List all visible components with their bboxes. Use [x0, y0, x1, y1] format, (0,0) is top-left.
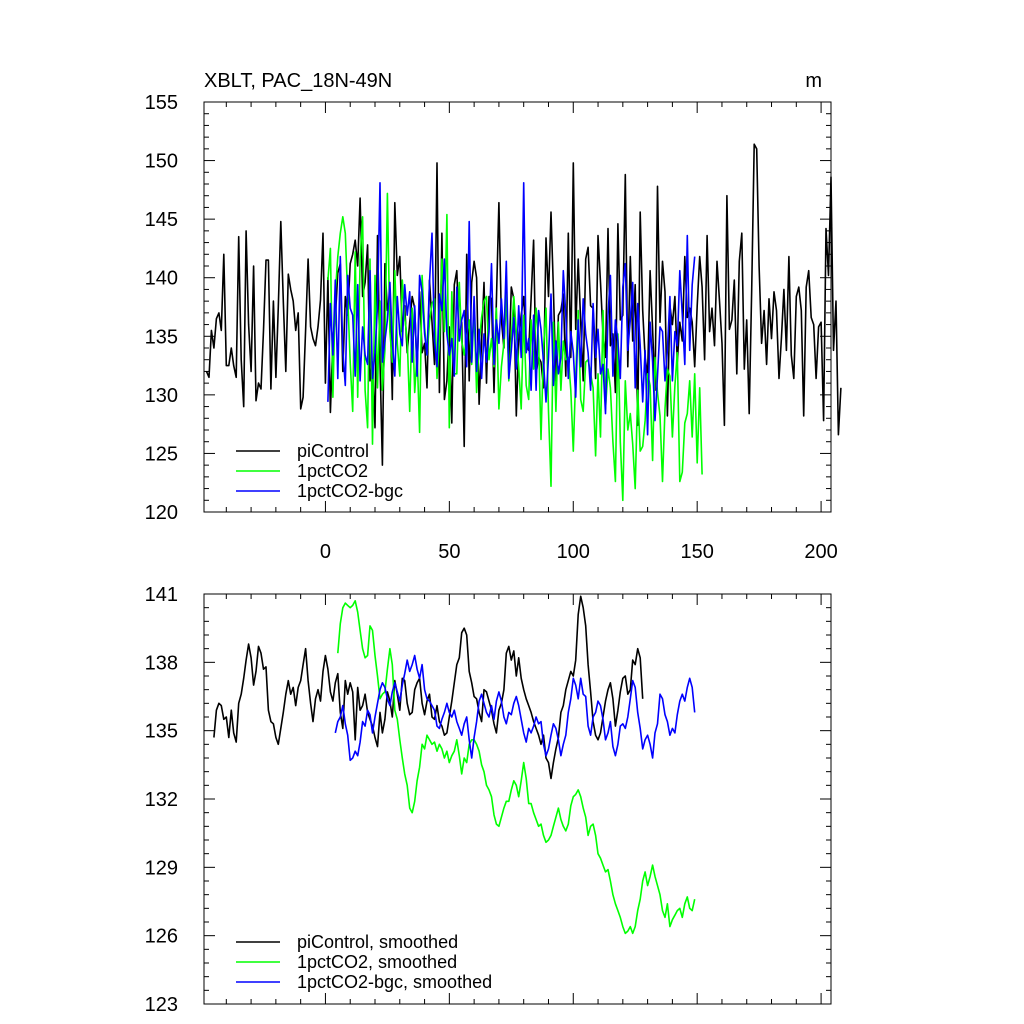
y-tick-label: 129: [145, 857, 178, 879]
series-line-1pctco2-bgc-smoothed: [334, 654, 696, 762]
bottom-panel-ticks: [204, 593, 831, 1005]
y-tick-label: 155: [145, 92, 178, 114]
y-tick-label: 140: [145, 268, 178, 290]
legend-label: piControl: [297, 441, 369, 461]
top-panel-title-left: XBLT, PAC_18N-49N: [204, 70, 392, 92]
series-line-1pctco2-smoothed: [337, 599, 696, 935]
y-tick-label: 132: [145, 789, 178, 811]
bottom-panel-frame: [203, 593, 832, 1005]
y-tick-label: 150: [145, 151, 178, 173]
legend-label: 1pctCO2, smoothed: [297, 952, 457, 972]
y-tick-label: 130: [145, 385, 178, 407]
top-panel-tick-labels: 120 125 130 135 140 145 150 155 0 50 100 150 200: [145, 92, 838, 563]
bottom-panel-series: [213, 595, 696, 935]
series-line-1pctco2-bgc: [327, 182, 696, 436]
y-tick-label: 126: [145, 926, 178, 948]
top-panel-frame: [203, 101, 832, 513]
legend-label: piControl, smoothed: [297, 932, 458, 952]
bottom-panel: 123 126 129 132 135 138 141 piControl, smoothe…: [145, 584, 832, 1016]
top-panel: XBLT, PAC_18N-49N m 120 125 130 135 140 145 15…: [145, 70, 842, 563]
y-tick-label: 123: [145, 994, 178, 1016]
y-tick-label: 135: [145, 721, 178, 743]
y-tick-label: 138: [145, 652, 178, 674]
x-tick-label: 150: [680, 541, 713, 563]
series-line-1pctco2: [327, 192, 703, 502]
x-tick-label: 200: [804, 541, 837, 563]
y-tick-label: 145: [145, 209, 178, 231]
x-tick-label: 50: [438, 541, 460, 563]
top-panel-series: [205, 143, 842, 502]
top-panel-units-label: m: [805, 70, 822, 92]
y-tick-label: 141: [145, 584, 178, 606]
series-line-picontrol: [205, 143, 842, 466]
legend-label: 1pctCO2-bgc: [297, 481, 403, 501]
x-tick-label: 0: [320, 541, 331, 563]
series-line-picontrol-smoothed: [213, 595, 644, 780]
legend-label: 1pctCO2-bgc, smoothed: [297, 972, 492, 992]
y-tick-label: 120: [145, 502, 178, 524]
bottom-panel-tick-labels: 123 126 129 132 135 138 141: [145, 584, 178, 1016]
x-tick-label: 100: [557, 541, 590, 563]
y-tick-label: 135: [145, 326, 178, 348]
legend-label: 1pctCO2: [297, 461, 368, 481]
y-tick-label: 125: [145, 443, 178, 465]
